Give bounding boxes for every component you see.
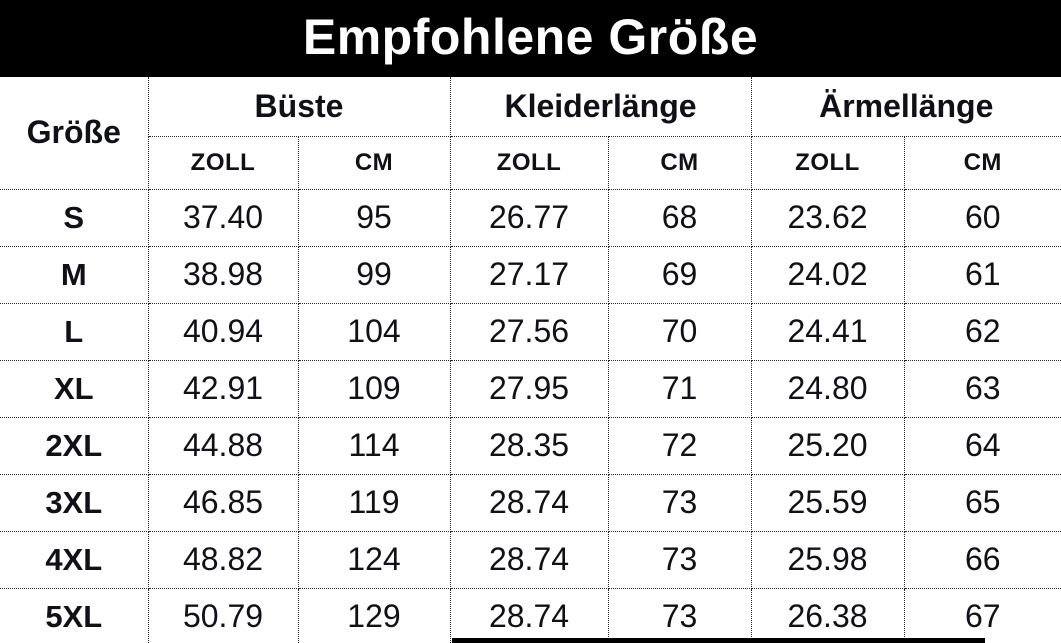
table-row-2xl: 2XL 44.88 114 28.35 72 25.20 64 [0, 416, 1061, 475]
section-header-kleiderlaenge: Kleiderlänge [449, 77, 752, 137]
cell-value: 40.94 [147, 302, 299, 361]
cell-value: 27.17 [449, 245, 609, 304]
cell-value: 25.59 [750, 473, 905, 532]
unit-header-bueste-cm: CM [297, 135, 451, 190]
cell-value: 37.40 [147, 188, 299, 247]
unit-header-kleiderlaenge-cm: CM [607, 135, 752, 190]
size-label: 4XL [0, 530, 149, 589]
cell-value: 50.79 [147, 587, 299, 643]
cell-value: 60 [903, 188, 1061, 247]
size-label: 5XL [0, 587, 149, 643]
cropped-next-section-bar [452, 638, 985, 643]
unit-header-bueste-zoll: ZOLL [148, 135, 299, 190]
cell-value: 27.56 [449, 302, 609, 361]
cell-value: 48.82 [147, 530, 299, 589]
cell-value: 70 [607, 302, 752, 361]
size-label: 2XL [0, 416, 149, 475]
cell-value: 28.35 [449, 416, 609, 475]
size-label: 3XL [0, 473, 149, 532]
table-row-5xl: 5XL 50.79 129 28.74 73 26.38 67 [0, 587, 1061, 643]
cell-value: 95 [297, 188, 451, 247]
cell-value: 65 [903, 473, 1061, 532]
column-header-groesse: Größe [0, 77, 149, 190]
cell-value: 27.95 [449, 359, 609, 418]
cell-value: 104 [297, 302, 451, 361]
size-label: M [0, 245, 149, 304]
cell-value: 73 [607, 587, 752, 643]
cell-value: 66 [903, 530, 1061, 589]
cell-value: 25.98 [750, 530, 905, 589]
cell-value: 24.02 [750, 245, 905, 304]
cell-value: 114 [297, 416, 451, 475]
cell-value: 68 [607, 188, 752, 247]
cell-value: 44.88 [147, 416, 299, 475]
table-row-l: L 40.94 104 27.56 70 24.41 62 [0, 302, 1061, 361]
cell-value: 71 [607, 359, 752, 418]
cell-value: 42.91 [147, 359, 299, 418]
cell-value: 73 [607, 473, 752, 532]
page-title: Empfohlene Größe [302, 8, 759, 65]
cell-value: 61 [903, 245, 1061, 304]
cell-value: 24.41 [750, 302, 905, 361]
unit-header-kleiderlaenge-zoll: ZOLL [449, 135, 609, 190]
cell-value: 26.77 [449, 188, 609, 247]
cell-value: 28.74 [449, 587, 609, 643]
size-chart-table: Größe Büste Kleiderlänge Ärmellänge ZOLL… [0, 77, 1061, 643]
table-row-4xl: 4XL 48.82 124 28.74 73 25.98 66 [0, 530, 1061, 589]
section-header-bueste: Büste [147, 77, 451, 137]
cell-value: 73 [607, 530, 752, 589]
cell-value: 62 [903, 302, 1061, 361]
cell-value: 26.38 [750, 587, 905, 643]
cell-value: 67 [903, 587, 1061, 643]
cell-value: 28.74 [449, 473, 609, 532]
table-row-3xl: 3XL 46.85 119 28.74 73 25.59 65 [0, 473, 1061, 532]
cell-value: 72 [607, 416, 752, 475]
section-header-aermellaenge: Ärmellänge [750, 77, 1061, 137]
cell-value: 69 [607, 245, 752, 304]
cell-value: 28.74 [449, 530, 609, 589]
unit-header-aermellaenge-cm: CM [903, 135, 1061, 190]
size-label: S [0, 188, 149, 247]
size-label: XL [0, 359, 149, 418]
cell-value: 46.85 [147, 473, 299, 532]
cell-value: 38.98 [147, 245, 299, 304]
cell-value: 124 [297, 530, 451, 589]
title-bar: Empfohlene Größe [0, 0, 1061, 77]
cell-value: 109 [297, 359, 451, 418]
size-label: L [0, 302, 149, 361]
cell-value: 64 [903, 416, 1061, 475]
cell-value: 24.80 [750, 359, 905, 418]
cell-value: 129 [297, 587, 451, 643]
cell-value: 99 [297, 245, 451, 304]
cell-value: 23.62 [750, 188, 905, 247]
cell-value: 63 [903, 359, 1061, 418]
cell-value: 119 [297, 473, 451, 532]
unit-header-aermellaenge-zoll: ZOLL [750, 135, 905, 190]
table-row-m: M 38.98 99 27.17 69 24.02 61 [0, 245, 1061, 304]
cell-value: 25.20 [750, 416, 905, 475]
table-row-xl: XL 42.91 109 27.95 71 24.80 63 [0, 359, 1061, 418]
table-row-s: S 37.40 95 26.77 68 23.62 60 [0, 188, 1061, 247]
